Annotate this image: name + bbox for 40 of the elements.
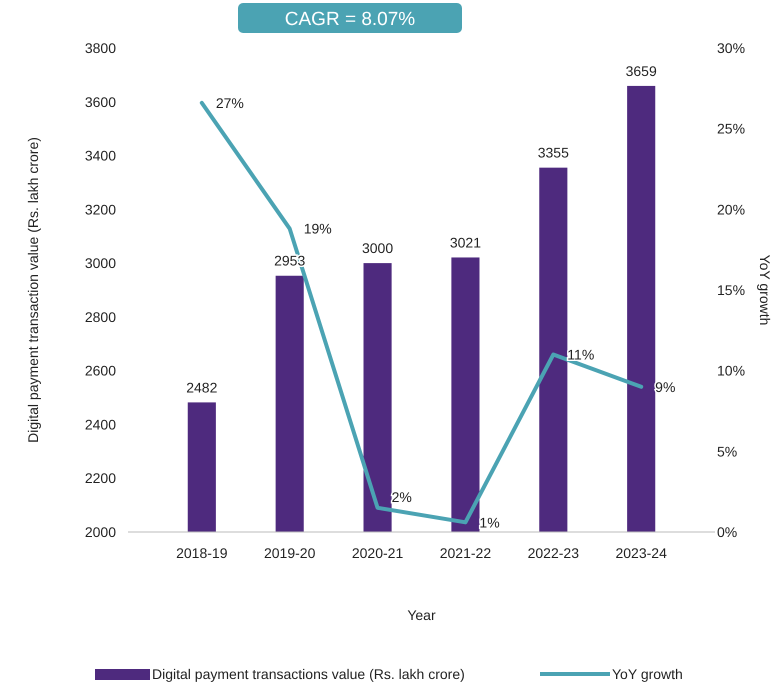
y2-tick-label: 0% xyxy=(717,524,738,540)
x-tick-label: 2021-22 xyxy=(440,545,492,561)
data-label: 3355 xyxy=(538,144,570,161)
data-label: 19% xyxy=(304,220,332,237)
y-tick-label: 2200 xyxy=(84,470,116,486)
y2-tick-label: 10% xyxy=(717,362,746,379)
x-tick-label: 2023-24 xyxy=(615,545,668,561)
data-label: 11% xyxy=(567,346,594,363)
data-label: 1% xyxy=(479,514,500,530)
x-tick-label: 2019-20 xyxy=(264,545,316,561)
y-tick-label: 2000 xyxy=(84,524,116,540)
legend-label: YoY growth xyxy=(612,666,683,682)
y2-tick-label: 30% xyxy=(717,40,746,56)
x-tick-label: 2020-21 xyxy=(352,545,404,561)
y-tick-label: 3400 xyxy=(84,148,116,164)
y2-axis-title: YoY growth xyxy=(757,254,773,326)
y2-tick-label: 20% xyxy=(717,201,746,218)
y-tick-label: 3200 xyxy=(84,201,116,218)
y-tick-label: 3000 xyxy=(84,255,116,272)
x-tick-label: 2022-23 xyxy=(528,545,580,561)
y-tick-label: 2600 xyxy=(84,362,116,379)
y-tick-label: 2800 xyxy=(84,308,116,325)
legend-label: Digital payment transactions value (Rs. lakh crore) xyxy=(152,666,465,682)
y-tick-label: 2400 xyxy=(84,416,116,432)
data-label: 2482 xyxy=(186,379,218,396)
y2-tick-label: 5% xyxy=(717,443,738,460)
text: CAGR = 8.07% xyxy=(284,9,416,30)
y-axis-title: Digital payment transaction value (Rs. lakh crore) xyxy=(25,137,41,443)
data-label: 3000 xyxy=(362,240,394,256)
y2-tick-label: 25% xyxy=(717,120,746,137)
data-label: 3659 xyxy=(626,62,657,79)
y-tick-label: 3600 xyxy=(84,94,116,110)
x-tick-label: 2018-19 xyxy=(176,545,228,561)
data-label: 27% xyxy=(216,94,244,111)
data-label: 3021 xyxy=(450,234,482,250)
data-label: 9% xyxy=(655,378,676,395)
data-label: 2% xyxy=(392,488,412,505)
y-tick-label: 3800 xyxy=(84,40,116,56)
y2-tick-label: 15% xyxy=(717,282,746,298)
x-axis-title: Year xyxy=(407,607,436,623)
